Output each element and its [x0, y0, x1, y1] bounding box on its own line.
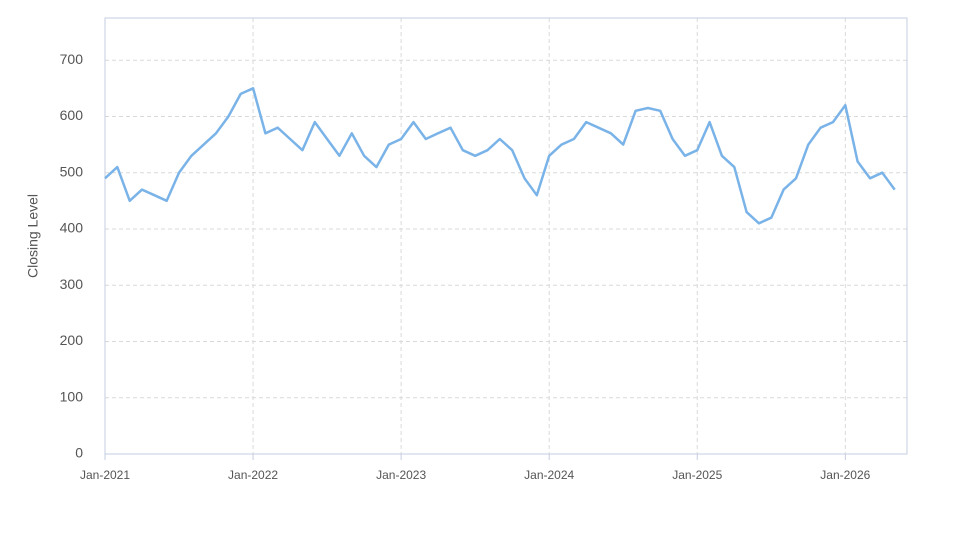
y-tick-label: 500: [60, 163, 84, 179]
x-tick-label: Jan-2023: [376, 468, 426, 482]
y-tick-label: 300: [60, 276, 84, 292]
y-tick-label: 100: [60, 388, 84, 404]
x-tick-label: Jan-2021: [80, 468, 130, 482]
line-series: [104, 87, 896, 225]
x-tick-label: Jan-2024: [524, 468, 574, 482]
y-tick-label: 600: [60, 107, 84, 123]
y-tick-label: 0: [75, 445, 83, 461]
x-tick-label: Jan-2025: [672, 468, 722, 482]
plot-frame: [104, 17, 908, 455]
x-tick-label: Jan-2022: [228, 468, 278, 482]
y-tick-label: 700: [60, 51, 84, 67]
y-tick-label: 200: [60, 332, 84, 348]
y-tick-label: 400: [60, 220, 84, 236]
x-tick-label: Jan-2026: [820, 468, 870, 482]
y-axis-label: Closing Level: [25, 194, 41, 278]
